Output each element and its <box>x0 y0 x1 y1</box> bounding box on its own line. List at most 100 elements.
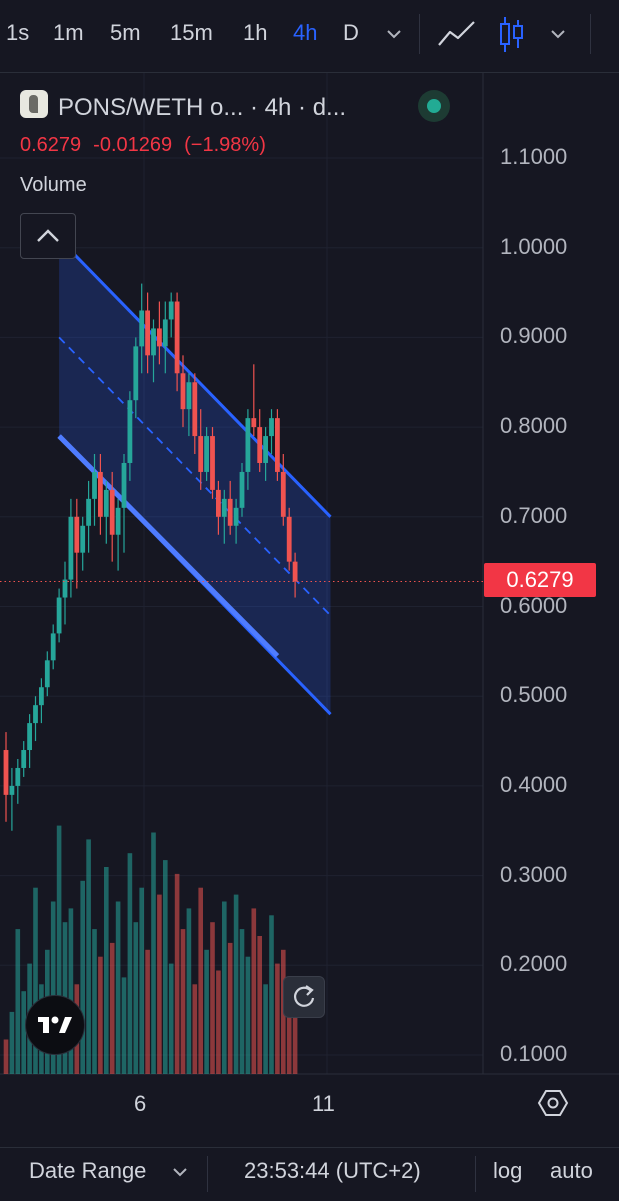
toolbar-divider <box>419 14 420 54</box>
volume-bar <box>292 1005 298 1074</box>
candle-body <box>286 516 292 562</box>
interval-5m[interactable]: 5m <box>110 20 141 45</box>
candle-body <box>121 462 127 508</box>
candle-body <box>186 382 192 410</box>
candle-body <box>204 436 209 472</box>
candle-body <box>9 785 15 795</box>
candles-icon[interactable] <box>498 14 526 56</box>
line-chart-icon[interactable] <box>436 18 478 50</box>
market-status-icon[interactable] <box>418 90 450 122</box>
volume-bar <box>245 956 251 1074</box>
volume-bar <box>139 887 144 1074</box>
volume-bar <box>210 922 215 1074</box>
candle-body <box>168 301 174 320</box>
clock-timezone[interactable]: 23:53:44 (UTC+2) <box>244 1158 421 1183</box>
volume-bar <box>98 956 103 1074</box>
candle-body <box>133 346 139 401</box>
interval-d[interactable]: D <box>343 20 359 45</box>
volume-bar <box>239 929 245 1074</box>
interval-chevron-down-icon[interactable] <box>384 24 404 44</box>
last-price-badge: 0.6279 <box>484 563 596 598</box>
volume-bar <box>186 908 192 1074</box>
candle-body <box>257 427 263 463</box>
auto-scale-toggle[interactable]: auto <box>550 1158 593 1183</box>
candle-body <box>3 750 9 795</box>
price-chart[interactable] <box>0 73 619 1148</box>
candle-body <box>39 687 44 706</box>
log-scale-toggle[interactable]: log <box>493 1158 523 1183</box>
volume-bar <box>145 949 150 1074</box>
volume-bar <box>104 867 109 1074</box>
candle-body <box>180 373 186 410</box>
volume-bar <box>15 929 21 1074</box>
volume-bar <box>3 1039 9 1074</box>
candle-body <box>62 579 68 598</box>
price-tick-label: 0.5000 <box>500 682 568 708</box>
chart-settings-button[interactable] <box>536 1086 570 1120</box>
candle-body <box>103 489 109 517</box>
volume-bar <box>127 853 133 1074</box>
volume-bar <box>216 970 221 1074</box>
chart-type-chevron-down-icon[interactable] <box>548 24 568 44</box>
interval-1h[interactable]: 1h <box>243 20 268 45</box>
candle-body <box>263 436 268 463</box>
time-tick-label: 11 <box>312 1091 335 1116</box>
channel-fill <box>59 238 331 715</box>
candle-body <box>210 436 215 490</box>
reset-chart-button[interactable] <box>283 976 325 1018</box>
legend-values: 0.6279 -0.01269 (−1.98%) <box>20 134 278 157</box>
candle-body <box>221 498 227 517</box>
symbol-title[interactable]: PONS/WETH o... · 4h · d... <box>58 94 347 121</box>
price-tick-label: 0.7000 <box>500 502 568 528</box>
volume-bar <box>92 929 97 1074</box>
candle-body <box>21 750 27 768</box>
chart-area[interactable] <box>0 72 619 1148</box>
date-range-chevron-down-icon[interactable] <box>170 1162 190 1182</box>
tradingview-logo-icon[interactable] <box>25 995 85 1055</box>
volume-bar <box>21 991 26 1074</box>
volume-bar <box>133 922 139 1074</box>
interval-15m[interactable]: 15m <box>170 20 213 45</box>
date-range-button[interactable]: Date Range <box>29 1158 147 1183</box>
candle-body <box>68 516 74 580</box>
legend-last-price: 0.6279 <box>20 134 82 156</box>
volume-bar <box>174 873 180 1074</box>
candle-body <box>162 319 168 347</box>
bottom-divider <box>475 1156 476 1192</box>
volume-indicator-label[interactable]: Volume <box>20 174 87 196</box>
price-tick-label: 0.1000 <box>500 1041 568 1066</box>
candle-body <box>216 489 221 517</box>
candle-body <box>15 767 21 786</box>
candle-body <box>33 705 38 724</box>
volume-bar <box>227 942 233 1074</box>
candle-body <box>139 310 145 347</box>
price-tick-label: 0.8000 <box>500 413 568 439</box>
volume-bar <box>204 949 209 1074</box>
collapse-legend-button[interactable] <box>20 213 76 259</box>
tradingview-mark-icon <box>38 1016 72 1033</box>
price-tick-label: 1.0000 <box>500 233 568 259</box>
volume-bar <box>233 894 239 1074</box>
volume-bar <box>286 977 292 1074</box>
candle-body <box>151 328 156 356</box>
candle-body <box>174 301 180 374</box>
legend-change: -0.01269 <box>93 134 173 156</box>
volume-bar <box>50 901 56 1074</box>
candle-body <box>227 498 233 526</box>
interval-1s[interactable]: 1s <box>6 20 30 45</box>
price-tick-label: 0.9000 <box>500 323 568 349</box>
candle-body <box>80 525 86 553</box>
volume-bar <box>115 901 121 1074</box>
chevron-up-icon <box>37 229 59 242</box>
price-tick-label: 0.2000 <box>500 951 568 977</box>
volume-bar <box>180 929 186 1074</box>
candle-body <box>275 418 280 472</box>
candle-body <box>157 328 162 347</box>
candle-body <box>74 516 80 553</box>
candle-body <box>56 597 62 634</box>
channel-middle-line <box>58 336 332 617</box>
volume-bar <box>56 825 62 1074</box>
interval-1m[interactable]: 1m <box>53 20 84 45</box>
interval-4h[interactable]: 4h <box>293 20 318 45</box>
volume-bar <box>168 963 174 1074</box>
